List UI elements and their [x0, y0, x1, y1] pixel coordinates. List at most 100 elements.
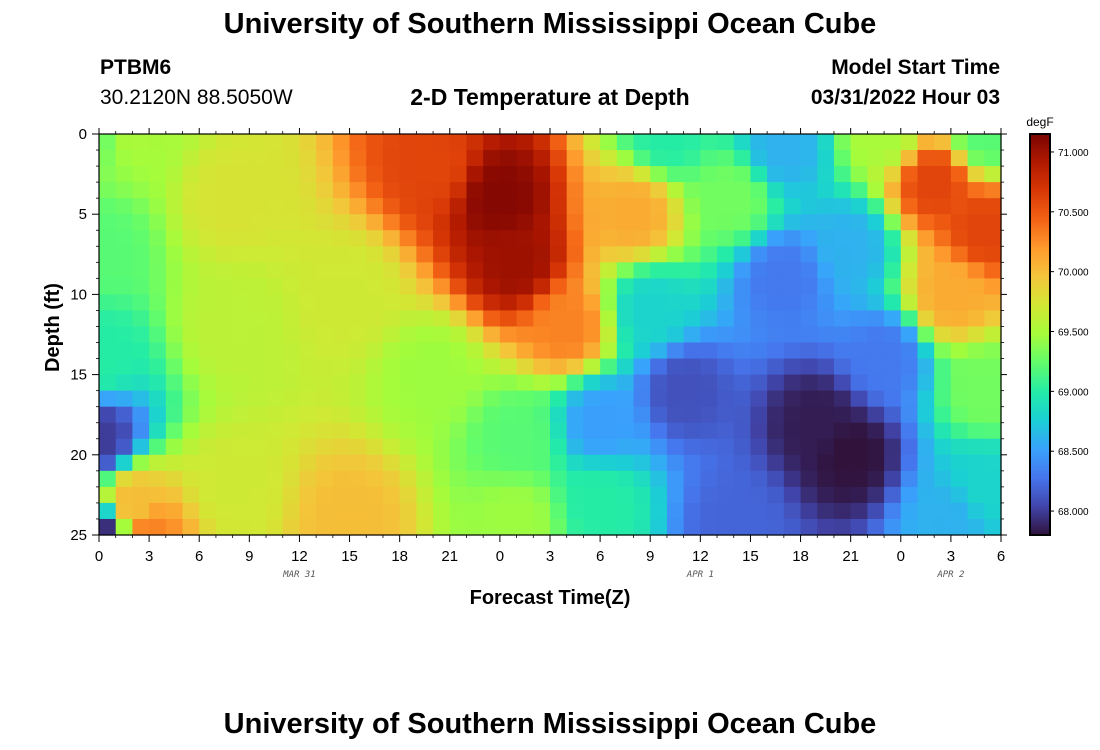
- heat-cell: [399, 470, 417, 488]
- heat-cell: [867, 486, 885, 504]
- heat-cell: [366, 486, 384, 504]
- heat-cell: [984, 502, 1002, 520]
- heat-cell: [867, 470, 885, 488]
- heat-cell: [99, 454, 117, 472]
- heat-cell: [533, 134, 551, 151]
- heat-cell: [917, 390, 935, 408]
- heat-cell: [416, 230, 434, 247]
- heat-cell: [884, 502, 902, 520]
- heat-cell: [399, 182, 417, 199]
- heat-cell: [449, 438, 468, 456]
- heat-cell: [900, 182, 919, 199]
- heat-cell: [683, 454, 701, 472]
- heat-cell: [282, 358, 301, 376]
- heat-cell: [466, 342, 484, 360]
- heat-cell: [750, 438, 768, 456]
- heat-cell: [466, 214, 484, 231]
- y-tick-label: 0: [79, 126, 87, 143]
- heat-cell: [382, 438, 401, 456]
- heat-cell: [165, 294, 184, 312]
- heat-cell: [449, 422, 468, 440]
- heat-cell: [867, 438, 885, 456]
- heat-cell: [583, 422, 601, 440]
- heat-cell: [483, 294, 501, 312]
- heat-cell: [600, 198, 618, 215]
- heat-cell: [600, 422, 618, 440]
- heat-cell: [132, 374, 150, 392]
- heat-cell: [115, 454, 134, 472]
- heat-cell: [616, 294, 635, 312]
- heat-cell: [783, 134, 802, 151]
- heat-cell: [817, 310, 835, 328]
- heat-cell: [266, 198, 284, 215]
- heat-cell: [483, 326, 501, 344]
- heat-cell: [132, 454, 150, 472]
- colorbar-tick-label: 70.000: [1058, 268, 1089, 279]
- heat-cell: [884, 150, 902, 167]
- heat-cell: [165, 406, 184, 424]
- heat-cell: [382, 198, 401, 215]
- heat-cell: [833, 486, 852, 504]
- heat-cell: [817, 182, 835, 199]
- heat-cell: [182, 406, 200, 424]
- heat-cell: [650, 230, 668, 247]
- heat-cell: [550, 182, 568, 199]
- heat-cell: [416, 422, 434, 440]
- heat-cell: [583, 438, 601, 456]
- heat-cell: [650, 502, 668, 520]
- heat-cell: [132, 326, 150, 344]
- heat-cell: [99, 198, 117, 215]
- heat-cell: [399, 134, 417, 151]
- heat-cell: [700, 502, 718, 520]
- heat-cell: [833, 390, 852, 408]
- heat-cell: [232, 182, 250, 199]
- y-tick-label: 5: [79, 206, 87, 223]
- heat-cell: [215, 470, 234, 488]
- heat-cell: [550, 326, 568, 344]
- heat-cell: [650, 358, 668, 376]
- heat-cell: [232, 502, 250, 520]
- heat-cell: [817, 518, 835, 536]
- y-tick-label: 20: [70, 447, 87, 464]
- heat-cell: [800, 438, 818, 456]
- heat-cell: [466, 518, 484, 536]
- heat-cell: [215, 374, 234, 392]
- heat-cell: [449, 374, 468, 392]
- heat-cell: [382, 182, 401, 199]
- y-tick-label: 10: [70, 286, 87, 303]
- heat-cell: [399, 262, 417, 279]
- heat-cell: [466, 182, 484, 199]
- heat-cell: [282, 310, 301, 328]
- heat-cell: [566, 438, 585, 456]
- heat-cell: [884, 134, 902, 151]
- heat-cell: [449, 358, 468, 376]
- heat-cell: [215, 262, 234, 279]
- heat-cell: [867, 214, 885, 231]
- heat-cell: [149, 422, 167, 440]
- y-tick-label: 25: [70, 527, 87, 544]
- heat-cell: [382, 262, 401, 279]
- heat-cell: [817, 198, 835, 215]
- heat-cell: [616, 342, 635, 360]
- heat-cell: [399, 518, 417, 536]
- heat-cell: [466, 486, 484, 504]
- heat-cell: [165, 358, 184, 376]
- heat-cell: [215, 438, 234, 456]
- heat-cell: [416, 246, 434, 263]
- heat-cell: [616, 278, 635, 295]
- heat-cell: [650, 470, 668, 488]
- heat-cell: [466, 166, 484, 183]
- heat-cell: [516, 486, 534, 504]
- heat-cell: [215, 486, 234, 504]
- heat-cell: [199, 294, 217, 312]
- heat-cell: [817, 294, 835, 312]
- heat-cell: [115, 262, 134, 279]
- heat-cell: [583, 214, 601, 231]
- heat-cell: [316, 134, 334, 151]
- heat-cell: [215, 198, 234, 215]
- heat-cell: [717, 182, 735, 199]
- heat-cell: [499, 230, 518, 247]
- heat-cell: [800, 406, 818, 424]
- heat-cell: [717, 438, 735, 456]
- heat-cell: [215, 230, 234, 247]
